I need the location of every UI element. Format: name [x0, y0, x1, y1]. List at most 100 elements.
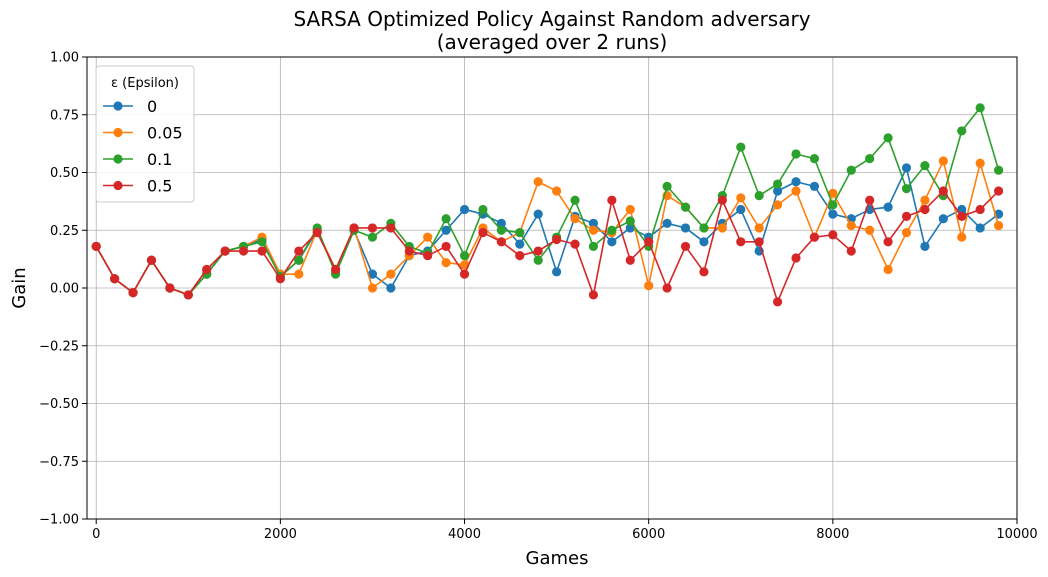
data-point	[975, 103, 985, 113]
y-tick-label: 0.50	[50, 166, 79, 181]
data-point	[202, 264, 212, 275]
data-point	[257, 237, 267, 247]
data-point	[865, 154, 875, 164]
data-point	[441, 257, 451, 268]
data-point	[533, 177, 543, 187]
data-point	[478, 227, 488, 238]
data-point	[975, 204, 985, 215]
data-point	[128, 288, 138, 298]
data-point	[441, 225, 451, 235]
data-point	[110, 274, 120, 284]
data-point	[294, 269, 304, 279]
data-point	[441, 241, 451, 252]
data-point	[791, 186, 801, 196]
y-tick-label: 0.25	[50, 224, 79, 239]
data-point	[736, 237, 746, 247]
legend-item: 0.1	[103, 150, 172, 169]
data-point	[957, 211, 967, 221]
y-tick-label: −1.00	[39, 513, 79, 528]
data-point	[570, 195, 580, 205]
data-point	[515, 239, 525, 249]
data-point	[846, 165, 856, 175]
chart-subtitle: (averaged over 2 runs)	[437, 30, 668, 54]
legend-title: ε (Epsilon)	[111, 76, 179, 91]
data-point	[920, 204, 930, 215]
data-point	[717, 223, 727, 233]
data-point	[625, 204, 635, 215]
legend-item: 0.05	[103, 124, 183, 143]
data-point	[367, 283, 378, 293]
data-point	[294, 246, 304, 256]
data-point	[865, 225, 875, 235]
data-point	[367, 269, 378, 279]
data-point	[441, 214, 451, 224]
data-point	[404, 246, 414, 256]
data-point	[552, 267, 562, 277]
data-point	[533, 209, 543, 219]
x-tick-label: 10000	[996, 527, 1037, 542]
legend-item: 0.5	[103, 177, 172, 196]
y-tick-label: −0.75	[39, 455, 79, 470]
y-tick-label: 1.00	[50, 51, 79, 66]
data-point	[809, 154, 820, 164]
data-point	[993, 221, 1004, 231]
data-point	[993, 186, 1004, 196]
y-tick-label: 0.00	[50, 282, 79, 297]
data-point	[533, 255, 543, 265]
x-tick-label: 8000	[816, 527, 849, 542]
data-point	[699, 223, 709, 233]
data-point	[588, 225, 599, 235]
data-point	[496, 225, 506, 235]
data-point	[901, 163, 912, 173]
data-point	[275, 274, 285, 284]
x-tick-label: 0	[92, 527, 100, 542]
data-point	[883, 237, 893, 247]
data-point	[570, 239, 580, 249]
data-point	[772, 200, 783, 210]
data-point	[828, 209, 838, 219]
data-point	[883, 264, 893, 275]
data-point	[699, 267, 709, 277]
data-point	[662, 181, 672, 191]
data-point	[680, 202, 691, 212]
data-point	[312, 227, 322, 238]
data-point	[699, 237, 709, 247]
y-tick-label: 0.75	[50, 108, 79, 123]
data-point	[938, 156, 948, 166]
data-point	[552, 186, 562, 196]
data-point	[828, 230, 838, 240]
data-point	[423, 251, 433, 261]
data-point	[570, 214, 580, 224]
data-point	[220, 246, 230, 256]
data-point	[607, 225, 617, 235]
data-point	[993, 165, 1004, 175]
x-tick-label: 2000	[264, 527, 297, 542]
data-point	[625, 223, 635, 233]
data-point	[644, 237, 654, 247]
data-point	[146, 255, 157, 265]
data-point	[772, 179, 783, 189]
data-point	[736, 204, 746, 215]
data-point	[423, 232, 433, 242]
data-point	[183, 290, 193, 300]
data-point	[975, 223, 985, 233]
data-point	[772, 297, 783, 307]
data-point	[828, 188, 838, 198]
legend-marker	[113, 127, 123, 138]
data-point	[552, 234, 562, 245]
legend-label: 0.05	[147, 124, 183, 143]
data-point	[644, 281, 654, 291]
data-point	[294, 255, 304, 265]
data-point	[680, 223, 691, 233]
data-point	[772, 186, 783, 196]
data-point	[791, 177, 801, 187]
data-point	[754, 191, 764, 201]
data-point	[736, 193, 746, 203]
data-point	[459, 269, 470, 279]
data-point	[662, 283, 672, 293]
data-point	[367, 232, 378, 242]
legend-marker	[113, 154, 123, 164]
data-point	[588, 241, 599, 252]
data-point	[515, 227, 525, 238]
